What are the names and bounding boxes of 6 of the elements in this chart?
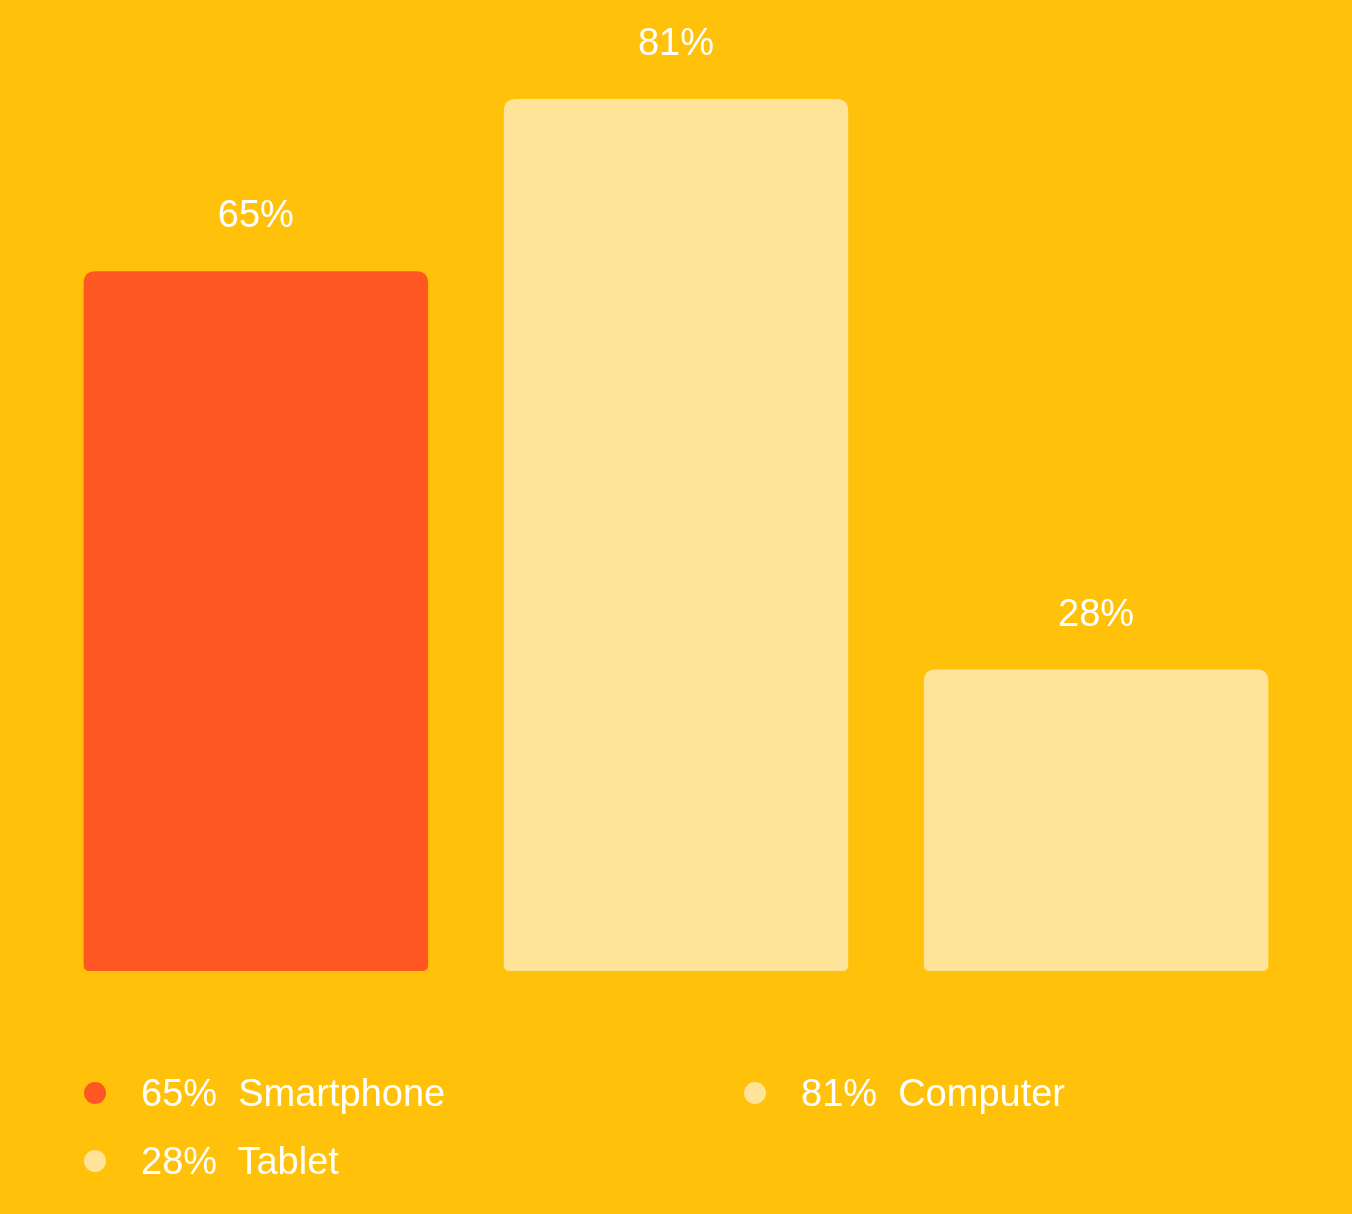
legend-label: 65% Smartphone — [141, 1072, 446, 1115]
data-label: 81% — [637, 21, 715, 63]
data-label: 65% — [217, 193, 294, 236]
data-label: 28% — [1058, 591, 1135, 634]
legend-label: 28% Tablet — [141, 1140, 340, 1183]
legend-label: 81% Computer — [801, 1072, 1066, 1115]
